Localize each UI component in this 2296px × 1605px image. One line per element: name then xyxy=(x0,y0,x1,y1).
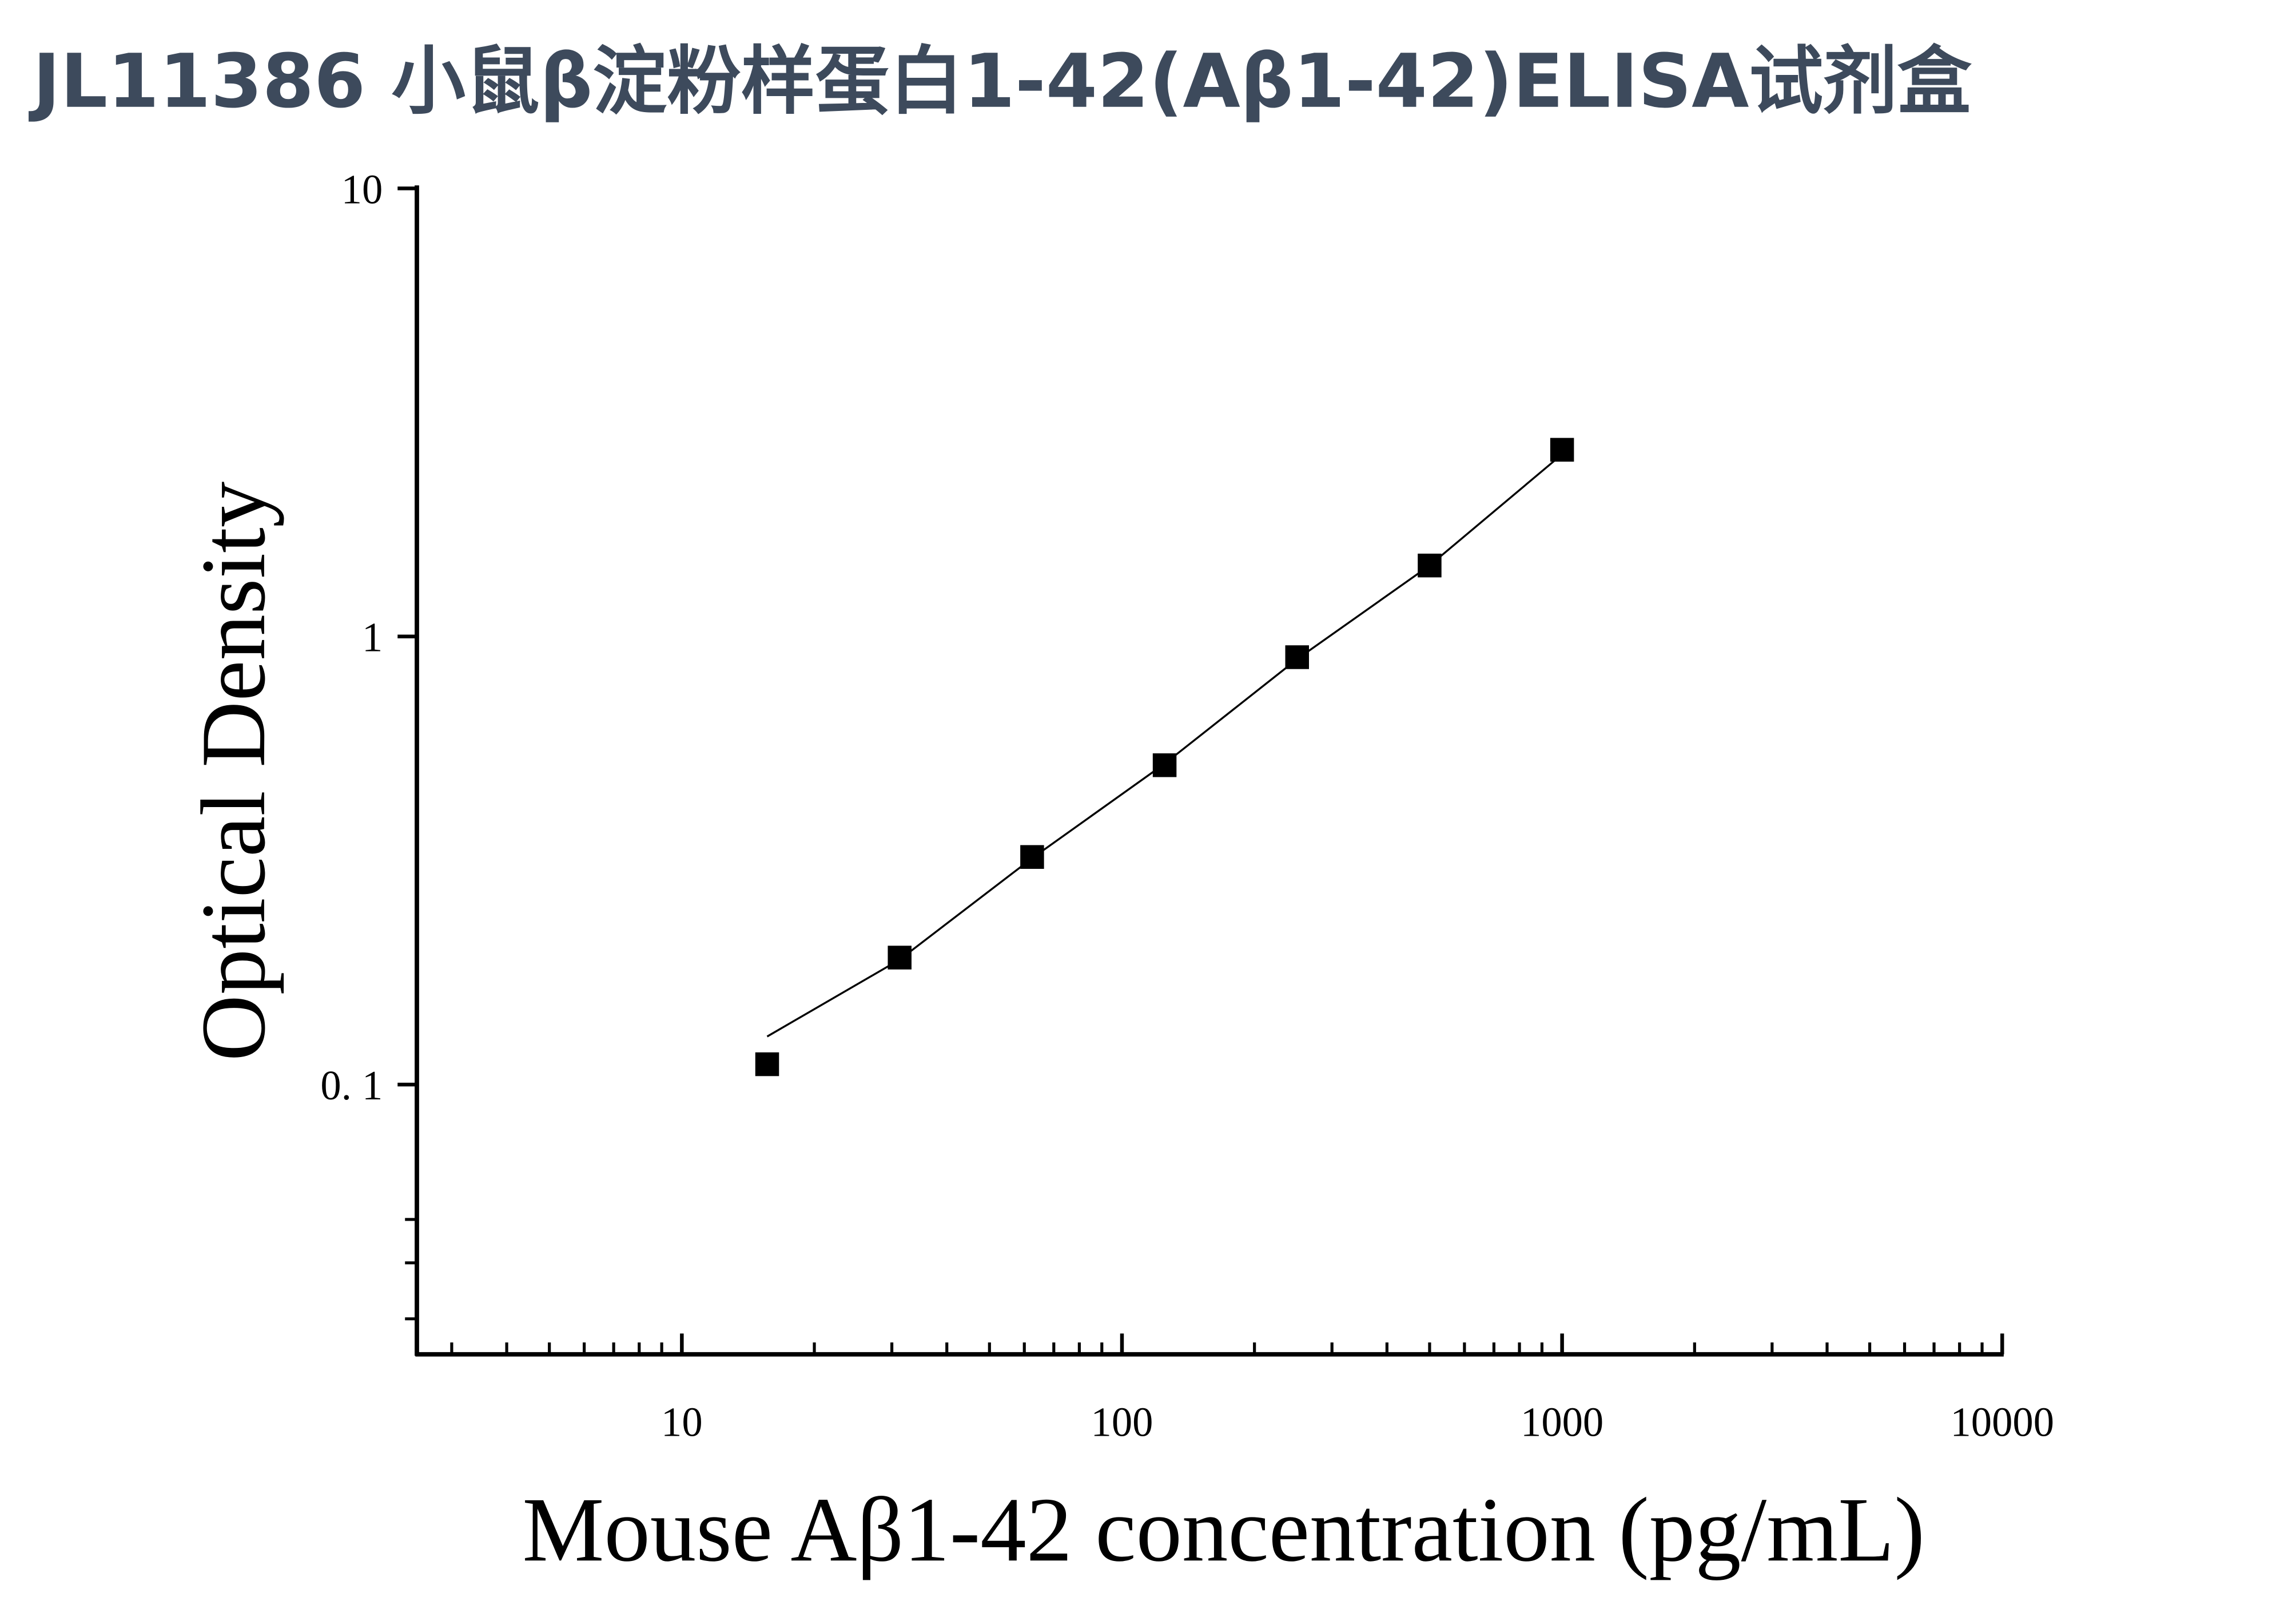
x-tick-label: 10 xyxy=(661,1399,703,1445)
data-point xyxy=(755,1052,779,1076)
x-tick-label: 100 xyxy=(1091,1399,1153,1445)
x-axis-label: Mouse Aβ1-42 concentration (pg/mL) xyxy=(522,1479,1925,1580)
data-point xyxy=(1550,438,1574,462)
x-tick-label: 10000 xyxy=(1951,1399,2055,1445)
x-tick-label: 1000 xyxy=(1521,1399,1603,1445)
data-point xyxy=(1152,753,1177,777)
y-tick-label: 10 xyxy=(341,166,383,212)
chart-title: JL11386 小鼠β淀粉样蛋白1-42(Aβ1-42)ELISA试剂盒 xyxy=(28,38,1972,125)
y-axis-label: Optical Density xyxy=(182,482,284,1061)
data-point xyxy=(1285,645,1310,669)
data-point xyxy=(1020,845,1044,869)
y-tick-label: 1 xyxy=(362,614,383,661)
y-tick-label: 0. 1 xyxy=(320,1062,383,1109)
data-point xyxy=(888,945,912,970)
fit-curve xyxy=(766,453,1563,1038)
data-point xyxy=(1418,553,1442,578)
